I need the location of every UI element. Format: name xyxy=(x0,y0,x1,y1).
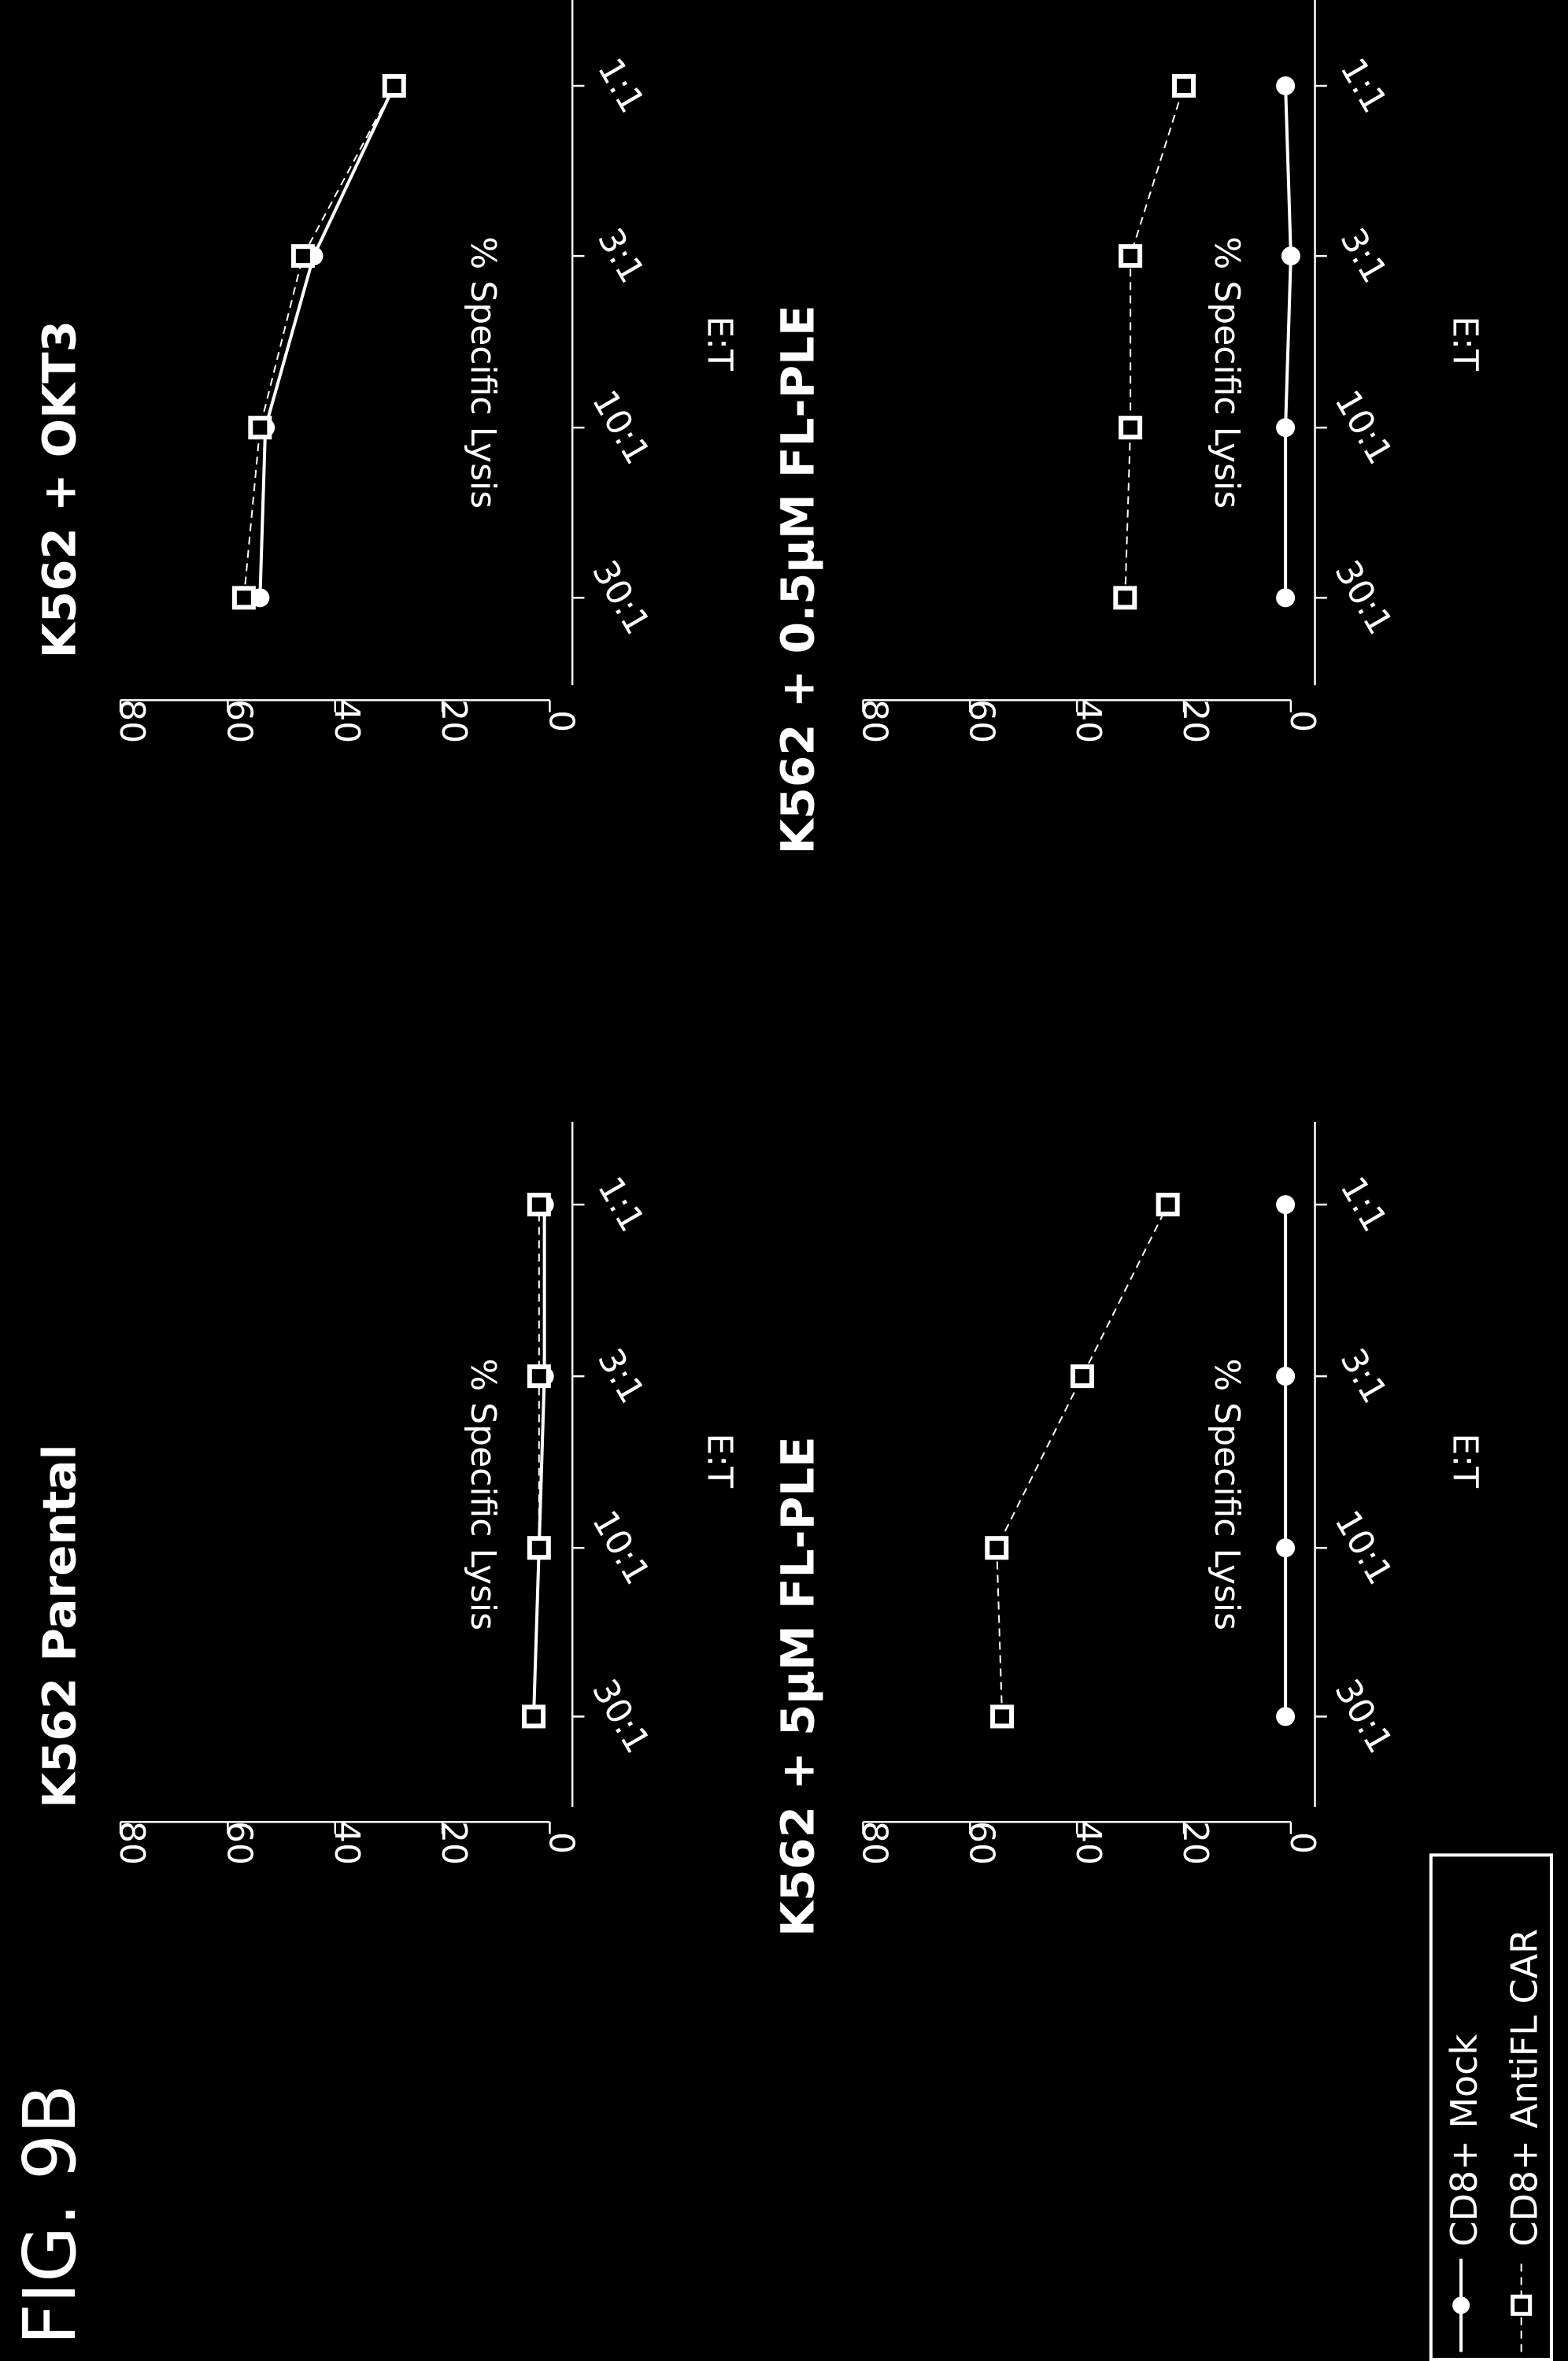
y-tick-label: 80 xyxy=(854,1821,894,1865)
data-point-antifl-car xyxy=(250,418,269,437)
chart-panel-4: 0 20 40 60 80 % Specific Lysis 30:1 10:1 3:1 1:1 E… xyxy=(771,0,1485,854)
data-point-mock xyxy=(1276,1195,1295,1214)
series-line-antifl-car xyxy=(244,86,394,598)
panel-title: K562 + 0.5µM FL-PLE xyxy=(771,305,824,854)
x-tick-label: 1:1 xyxy=(590,1170,653,1238)
data-point-antifl-car xyxy=(530,1367,549,1386)
data-point-mock xyxy=(1276,588,1295,607)
x-tick-label: 1:1 xyxy=(590,51,653,120)
series-line-mock xyxy=(1285,86,1291,598)
y-tick-label: 20 xyxy=(434,1821,474,1865)
chart-panel-1: 0 20 40 60 80 % Specific Lysis 30:1 10:1 3:1 1:1 E… xyxy=(33,1122,740,1865)
y-tick-label: 20 xyxy=(1175,1821,1215,1865)
y-axis-label: % Specific Lysis xyxy=(1207,1358,1247,1630)
y-tick-label: 60 xyxy=(219,1821,259,1865)
data-point-mock xyxy=(1276,1538,1295,1557)
data-point-mock xyxy=(1276,1707,1295,1726)
y-axis-label: % Specific Lysis xyxy=(463,1358,503,1630)
data-point-antifl-car xyxy=(294,246,312,265)
y-tick-label: 60 xyxy=(219,699,259,743)
y-tick-label: 80 xyxy=(112,1821,152,1865)
y-tick-label: 20 xyxy=(1175,699,1215,743)
y-tick-label: 80 xyxy=(112,699,152,743)
legend: CD8+ Mock CD8+ AntiFL CAR xyxy=(1431,1855,1551,2359)
x-tick-label: 3:1 xyxy=(1332,221,1395,290)
x-tick-label: 30:1 xyxy=(1326,554,1400,642)
x-axis-label: E:T xyxy=(699,316,739,371)
series-line-antifl-car xyxy=(997,1205,1167,1716)
data-point-mock xyxy=(1281,246,1300,265)
data-point-antifl-car xyxy=(1121,418,1140,437)
x-tick-label: 1:1 xyxy=(1332,1170,1395,1238)
x-tick-label: 3:1 xyxy=(590,221,653,290)
data-point-antifl-car xyxy=(530,1195,549,1214)
x-tick-label: 3:1 xyxy=(1332,1341,1395,1410)
legend-label: CD8+ Mock xyxy=(1443,2034,1485,2247)
data-point-antifl-car xyxy=(385,76,404,95)
data-point-antifl-car xyxy=(1073,1367,1092,1386)
y-tick-label: 60 xyxy=(961,1821,1001,1865)
panel-title: K562 + 5µM FL-PLE xyxy=(771,1436,824,1937)
x-tick-label: 30:1 xyxy=(584,554,658,642)
y-tick-label: 40 xyxy=(327,699,367,743)
legend-marker-square xyxy=(1513,2296,1530,2314)
data-point-antifl-car xyxy=(235,588,253,607)
chart-panel-3: 0 20 40 60 80 % Specific Lysis 30:1 10:1 3:1 1:1 E… xyxy=(771,1122,1485,1937)
data-point-antifl-car xyxy=(1115,588,1134,607)
y-tick-label: 0 xyxy=(541,710,581,732)
x-tick-label: 30:1 xyxy=(1326,1673,1400,1760)
y-tick-label: 0 xyxy=(1282,1832,1322,1854)
x-axis-label: E:T xyxy=(699,1433,739,1488)
chart-panels: 0 20 40 60 80 % Specific Lysis 30:1 10:1 3:1 1:1 E… xyxy=(33,0,1485,1937)
series-line-antifl-car xyxy=(1125,86,1184,598)
data-point-antifl-car xyxy=(1121,246,1140,265)
data-point-mock xyxy=(1276,76,1295,95)
y-tick-label: 20 xyxy=(434,699,474,743)
data-point-antifl-car xyxy=(524,1707,543,1726)
series-line-mock xyxy=(260,86,394,598)
panel-title: K562 Parental xyxy=(33,1444,87,1808)
x-tick-label: 30:1 xyxy=(584,1673,658,1760)
y-tick-label: 40 xyxy=(1068,1821,1108,1865)
data-point-antifl-car xyxy=(987,1538,1006,1557)
y-tick-label: 80 xyxy=(854,699,894,743)
x-tick-label: 10:1 xyxy=(1326,383,1400,471)
y-tick-label: 60 xyxy=(961,699,1001,743)
x-tick-label: 1:1 xyxy=(1332,51,1395,120)
data-point-antifl-car xyxy=(1159,1195,1178,1214)
data-point-antifl-car xyxy=(1174,76,1193,95)
x-tick-label: 10:1 xyxy=(584,383,658,471)
figure-title: FIG. 9B xyxy=(8,2085,92,2345)
legend-marker-circle xyxy=(1452,2296,1470,2314)
y-tick-label: 40 xyxy=(327,1821,367,1865)
panel-title: K562 + OKT3 xyxy=(33,320,87,658)
x-tick-label: 10:1 xyxy=(1326,1504,1400,1591)
y-tick-label: 40 xyxy=(1068,699,1108,743)
y-tick-label: 0 xyxy=(541,1832,581,1854)
legend-label: CD8+ AntiFL CAR xyxy=(1503,1929,1546,2247)
chart-panel-2: 0 20 40 60 80 % Specific Lysis 30:1 10:1 3:1 1:1 E… xyxy=(33,0,740,743)
data-point-antifl-car xyxy=(530,1538,549,1557)
x-tick-label: 10:1 xyxy=(584,1504,658,1591)
y-tick-label: 0 xyxy=(1282,710,1322,732)
data-point-mock xyxy=(1276,418,1295,437)
x-axis-label: E:T xyxy=(1445,316,1485,371)
data-point-mock xyxy=(1276,1367,1295,1386)
y-axis-label: % Specific Lysis xyxy=(463,237,503,509)
data-point-antifl-car xyxy=(993,1707,1011,1726)
y-axis-label: % Specific Lysis xyxy=(1207,237,1247,509)
x-tick-label: 3:1 xyxy=(590,1341,653,1410)
x-axis-label: E:T xyxy=(1445,1433,1485,1488)
